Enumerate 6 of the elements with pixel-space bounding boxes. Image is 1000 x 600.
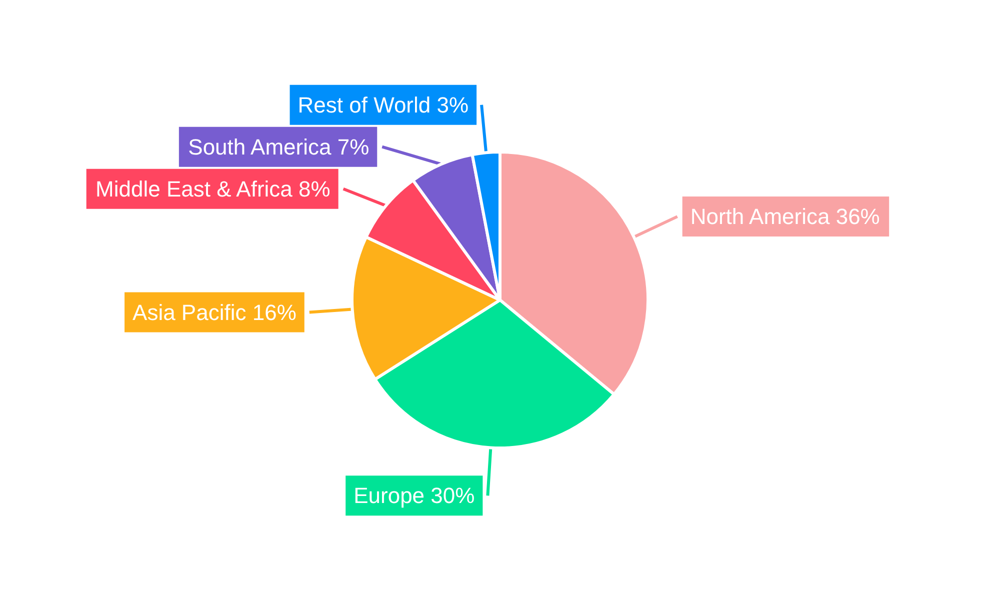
slice-label: Asia Pacific 16% [132, 300, 296, 325]
slice-label: Middle East & Africa 8% [96, 176, 330, 202]
slice-label: South America 7% [188, 134, 370, 160]
slice-label: Europe 30% [354, 483, 475, 508]
slice-label: North America 36% [690, 204, 880, 230]
slice-label: Rest of World 3% [298, 92, 469, 118]
